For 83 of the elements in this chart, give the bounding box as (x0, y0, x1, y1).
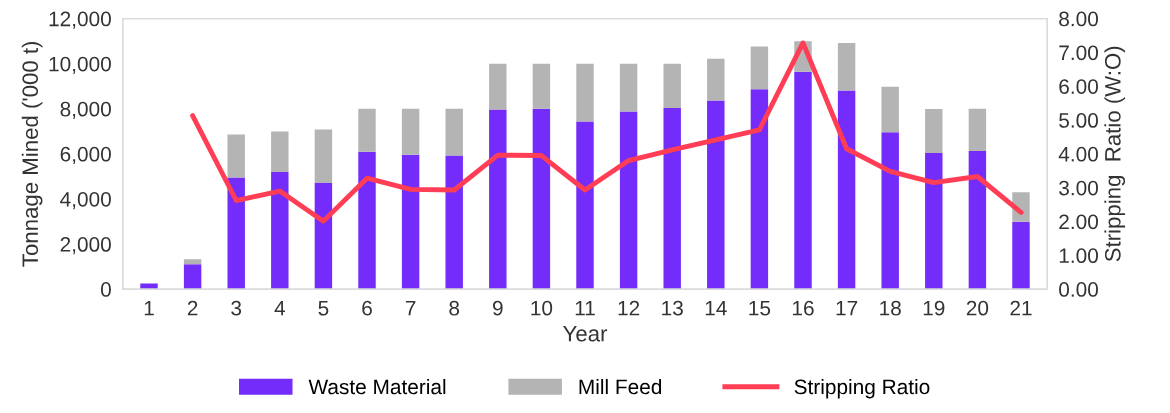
bar (576, 63, 594, 122)
bar (314, 182, 333, 290)
bar (227, 134, 245, 178)
y-tick-label: 6,000 (60, 146, 111, 165)
x-tick-label: 12 (618, 300, 640, 316)
x-tick-label: 15 (749, 300, 771, 316)
bar (663, 108, 681, 290)
bar (271, 131, 289, 172)
bar (619, 63, 638, 112)
y2-tick-label: 4.00 (1058, 146, 1098, 162)
x-tick-label: 8 (449, 300, 460, 316)
bar (925, 108, 943, 153)
x-tick-label: 16 (793, 300, 814, 316)
bar (183, 259, 202, 265)
y2-tick-label: 1.00 (1059, 248, 1098, 264)
bar (401, 154, 420, 290)
x-tick-label: 5 (318, 300, 329, 316)
y2-tick-label: 7.00 (1059, 45, 1098, 61)
x-tick-label: 14 (705, 300, 727, 316)
legend-label: Waste Material (308, 378, 446, 395)
y2-tick-label: 3.00 (1059, 180, 1098, 196)
line-series (190, 40, 1024, 224)
y2-axis-title: Stripping Ratio (W:O) (1104, 46, 1126, 262)
bar (663, 63, 681, 109)
bar (358, 108, 376, 152)
y2-tick-label: 2.00 (1059, 214, 1098, 230)
x-tick-label: 7 (405, 300, 416, 316)
bar (576, 121, 594, 290)
y-tick-label: 8,000 (60, 101, 111, 119)
bar (358, 151, 376, 290)
legend-label: Mill Feed (579, 378, 662, 395)
bar (489, 63, 507, 110)
bar (1012, 221, 1030, 290)
y2-tick-label: 5.00 (1059, 113, 1098, 128)
bar (619, 111, 638, 290)
bar (227, 177, 245, 290)
y2-tick-label: 0.00 (1059, 282, 1098, 297)
bar (925, 152, 943, 290)
bar (183, 264, 202, 290)
x-tick-label: 11 (575, 300, 595, 316)
bar (532, 63, 551, 109)
bar (271, 171, 289, 290)
bar (794, 71, 812, 290)
bar (750, 46, 769, 90)
legend-label: Stripping Ratio (794, 378, 930, 399)
x-tick-label: 19 (923, 300, 945, 316)
bar (401, 108, 420, 155)
y2-tick-label: 8.00 (1059, 11, 1098, 27)
bar (532, 108, 551, 290)
x-tick-label: 21 (1010, 300, 1032, 316)
y-tick-label: 4,000 (60, 191, 111, 210)
y-tick-label: 10,000 (49, 56, 111, 74)
bar (881, 86, 899, 133)
y2-tick-label: 6.00 (1059, 79, 1098, 94)
bar (881, 132, 899, 290)
x-tick-label: 10 (531, 300, 553, 316)
bar (314, 129, 333, 183)
bar (489, 109, 507, 290)
y-tick-label: 2,000 (60, 237, 111, 255)
x-tick-label: 9 (492, 300, 503, 316)
x-tick-label: 3 (231, 300, 242, 316)
x-tick-label: 2 (187, 300, 198, 316)
bar (750, 89, 769, 290)
x-tick-label: 17 (836, 300, 858, 316)
y-tick-label: 12,000 (49, 11, 111, 29)
x-tick-label: 18 (880, 300, 901, 316)
y-axis-title: Tonnage Mined ('000 t) (21, 41, 43, 267)
x-tick-label: 6 (362, 300, 372, 316)
x-tick-label: 1 (144, 300, 154, 316)
bar (140, 283, 158, 290)
x-tick-label: 13 (662, 300, 683, 316)
bar (707, 58, 725, 101)
bar (968, 108, 987, 151)
x-tick-label: 20 (966, 300, 989, 316)
bar (968, 150, 987, 290)
x-tick-label: 4 (274, 300, 285, 316)
bar (837, 90, 856, 290)
bar (445, 108, 463, 156)
y-tick-label: 0 (100, 282, 111, 297)
bar (445, 155, 463, 290)
bar (707, 100, 725, 290)
x-axis-title: Year (563, 326, 608, 342)
bar (837, 42, 856, 91)
